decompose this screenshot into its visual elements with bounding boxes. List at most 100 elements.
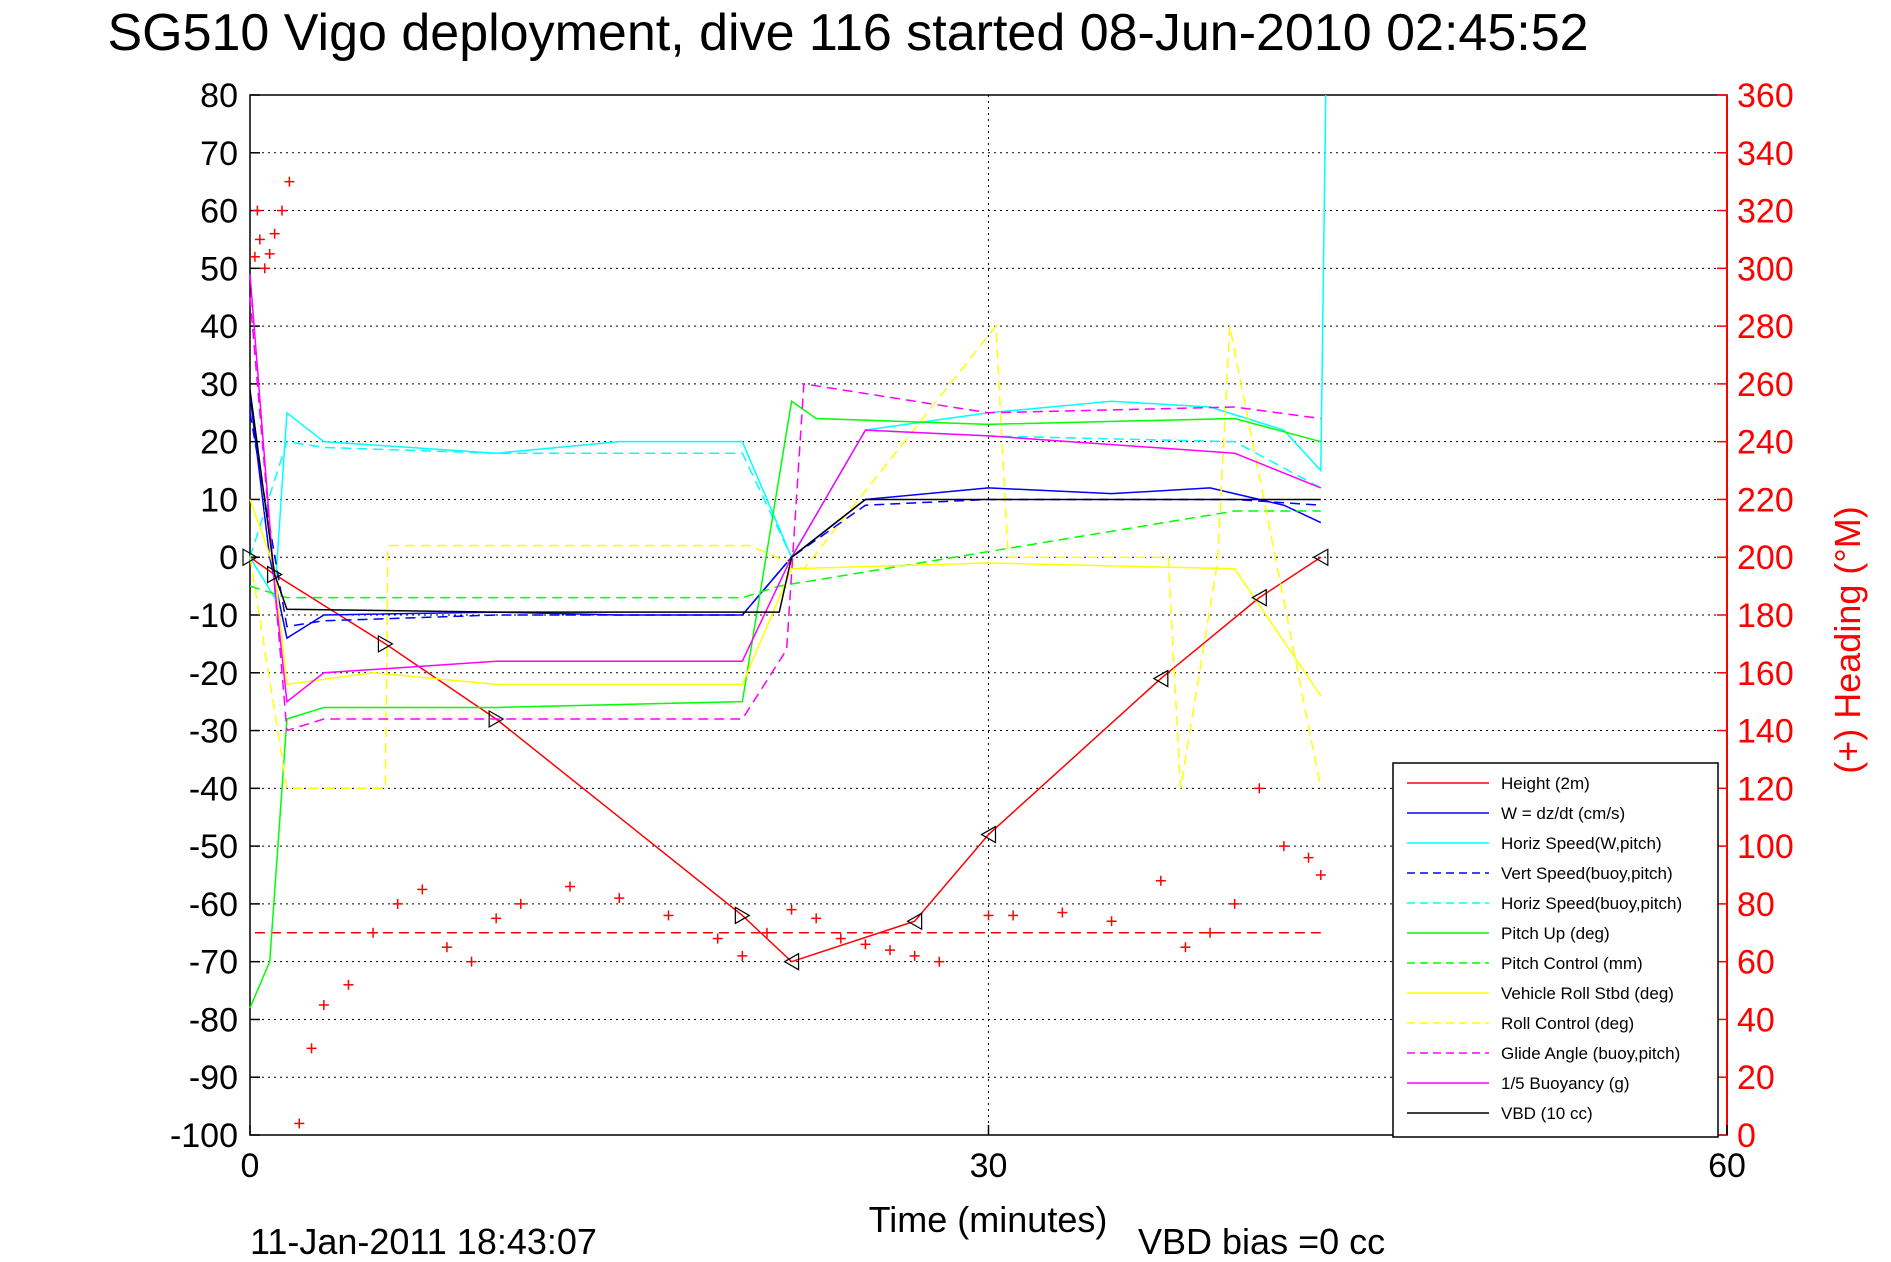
heading-point bbox=[392, 898, 403, 909]
chart-title: SG510 Vigo deployment, dive 116 started … bbox=[107, 4, 1588, 62]
axis-ticks: 80706050403020100-10-20-30-40-50-60-70-8… bbox=[170, 77, 1794, 1185]
y-right-tick-label: 300 bbox=[1737, 250, 1794, 288]
heading-point bbox=[983, 910, 994, 921]
heading-point bbox=[1106, 916, 1117, 927]
series-line-3 bbox=[249, 412, 1321, 628]
y-right-tick-label: 200 bbox=[1737, 539, 1794, 577]
y-right-tick-label: 280 bbox=[1737, 308, 1794, 346]
heading-point bbox=[1278, 841, 1289, 852]
series-line-10 bbox=[249, 274, 1322, 704]
heading-point bbox=[441, 942, 452, 953]
legend-label: 1/5 Buoyancy (g) bbox=[1501, 1074, 1630, 1093]
y-right-tick-label: 120 bbox=[1737, 770, 1794, 808]
y-left-tick-label: 40 bbox=[200, 308, 238, 346]
x-tick-label: 30 bbox=[970, 1147, 1008, 1185]
y-right-tick-label: 220 bbox=[1737, 481, 1794, 519]
heading-markers bbox=[249, 176, 1326, 1129]
heading-point bbox=[269, 228, 280, 239]
heading-point bbox=[249, 251, 260, 262]
legend: Height (2m) W = dz/dt (cm/s) Horiz Speed(W… bbox=[1392, 762, 1719, 1138]
legend-label: Height (2m) bbox=[1501, 774, 1590, 793]
y-right-tick-label: 40 bbox=[1737, 1001, 1775, 1039]
heading-point bbox=[565, 881, 576, 892]
heading-point bbox=[786, 904, 797, 915]
legend-box bbox=[1392, 762, 1719, 1138]
heading-point bbox=[1205, 927, 1216, 938]
x-tick-label: 60 bbox=[1708, 1147, 1746, 1185]
heading-point bbox=[343, 979, 354, 990]
y-left-tick-label: -20 bbox=[189, 655, 238, 693]
heading-point bbox=[885, 945, 896, 956]
footer-date: 11-Jan-2011 18:43:07 bbox=[250, 1221, 597, 1262]
y-right-tick-label: 20 bbox=[1737, 1059, 1775, 1097]
height-marker bbox=[783, 952, 800, 971]
heading-point bbox=[1315, 870, 1326, 880]
footer-vbd-bias: VBD bias =0 cc bbox=[1138, 1221, 1385, 1262]
y-left-tick-label: 60 bbox=[200, 193, 238, 231]
y-left-tick-label: 20 bbox=[200, 424, 238, 462]
heading-point bbox=[663, 910, 674, 921]
height-marker bbox=[906, 912, 923, 931]
heading-point bbox=[712, 933, 723, 944]
height-marker bbox=[488, 709, 505, 729]
y-left-tick-label: 70 bbox=[200, 135, 238, 173]
height-marker bbox=[267, 565, 283, 584]
heading-point bbox=[1180, 942, 1191, 953]
y-left-tick-label: -70 bbox=[189, 944, 238, 982]
grid bbox=[250, 95, 1727, 1135]
y-left-tick-label: 0 bbox=[219, 539, 238, 577]
y-left-tick-label: 50 bbox=[200, 250, 238, 288]
height-marker bbox=[1251, 588, 1267, 607]
heading-point bbox=[1008, 910, 1019, 921]
legend-label: Pitch Up (deg) bbox=[1501, 924, 1610, 943]
y-left-tick-label: -60 bbox=[189, 886, 238, 924]
height-marker bbox=[1312, 548, 1329, 567]
heading-point bbox=[835, 933, 846, 944]
heading-point bbox=[252, 205, 263, 216]
legend-label: Horiz Speed(buoy,pitch) bbox=[1501, 894, 1682, 913]
heading-point bbox=[737, 950, 748, 961]
y-right-tick-label: 100 bbox=[1737, 828, 1794, 866]
height-marker bbox=[980, 825, 997, 844]
legend-label: W = dz/dt (cm/s) bbox=[1501, 804, 1625, 823]
heading-point bbox=[515, 898, 526, 909]
legend-label: Roll Control (deg) bbox=[1501, 1014, 1634, 1033]
y-right-tick-label: 80 bbox=[1737, 886, 1775, 924]
legend-label: Horiz Speed(W,pitch) bbox=[1501, 834, 1662, 853]
heading-point bbox=[259, 263, 270, 274]
y-left-tick-label: 10 bbox=[200, 481, 238, 519]
legend-label: Pitch Control (mm) bbox=[1501, 954, 1643, 973]
y-right-tick-label: 260 bbox=[1737, 366, 1794, 404]
heading-point bbox=[284, 176, 295, 187]
series-line-0 bbox=[249, 556, 1322, 963]
heading-point bbox=[368, 927, 379, 938]
x-tick-label: 0 bbox=[241, 1147, 260, 1185]
y-left-tick-label: -80 bbox=[189, 1001, 238, 1039]
heading-point bbox=[909, 950, 920, 961]
heading-point bbox=[1229, 898, 1240, 909]
series-line-5 bbox=[249, 399, 1322, 1009]
heading-point bbox=[306, 1043, 317, 1054]
heading-point bbox=[466, 956, 477, 967]
height-marker bbox=[377, 634, 394, 653]
heading-point bbox=[1254, 783, 1265, 794]
heading-point bbox=[277, 205, 288, 216]
y-axis-right-label: (+) Heading (°M) bbox=[1827, 506, 1868, 773]
series-line-7 bbox=[249, 499, 1322, 697]
height-marker bbox=[1152, 669, 1169, 688]
series-layer bbox=[242, 94, 1329, 1009]
y-right-tick-label: 180 bbox=[1737, 597, 1794, 635]
y-right-tick-label: 160 bbox=[1737, 655, 1794, 693]
heading-point bbox=[934, 956, 945, 967]
y-left-tick-label: 80 bbox=[200, 77, 238, 115]
heading-point bbox=[811, 913, 822, 924]
heading-point bbox=[614, 893, 625, 904]
heading-point bbox=[1303, 852, 1314, 863]
heading-point bbox=[1155, 875, 1166, 886]
legend-label: VBD (10 cc) bbox=[1501, 1104, 1593, 1123]
series-line-6 bbox=[249, 510, 1321, 599]
heading-point bbox=[417, 884, 428, 895]
heading-point bbox=[318, 1000, 329, 1010]
y-left-tick-label: -40 bbox=[189, 770, 238, 808]
